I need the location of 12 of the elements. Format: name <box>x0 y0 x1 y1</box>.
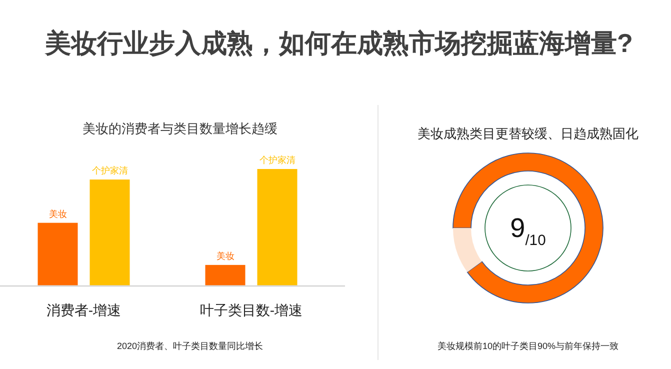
series-label: 美妆 <box>48 208 67 219</box>
chart-title: 美妆的消费者与类目数量增长趋缓 <box>82 121 278 136</box>
text: 个护家清 <box>259 155 296 165</box>
text: 9$_{/10}$ <box>510 213 546 249</box>
x-tick-label: 消费者-增速 <box>46 302 122 318</box>
chart-title: 美妆成熟类目更替较缓、日趋成熟固化 <box>418 126 638 141</box>
text: 美妆行业步入成熟，如何在成熟市场挖掘蓝海增量? <box>44 28 633 58</box>
text: 2020消费者、叶子类目数量同比增长 <box>116 341 264 351</box>
x-tick-label: 叶子类目数-增速 <box>200 302 303 318</box>
text: 美妆规模前10的叶子类目90%与前年保持一致 <box>437 341 619 351</box>
text: 美妆 <box>216 250 234 261</box>
series-label: 个护家清 <box>92 166 128 176</box>
